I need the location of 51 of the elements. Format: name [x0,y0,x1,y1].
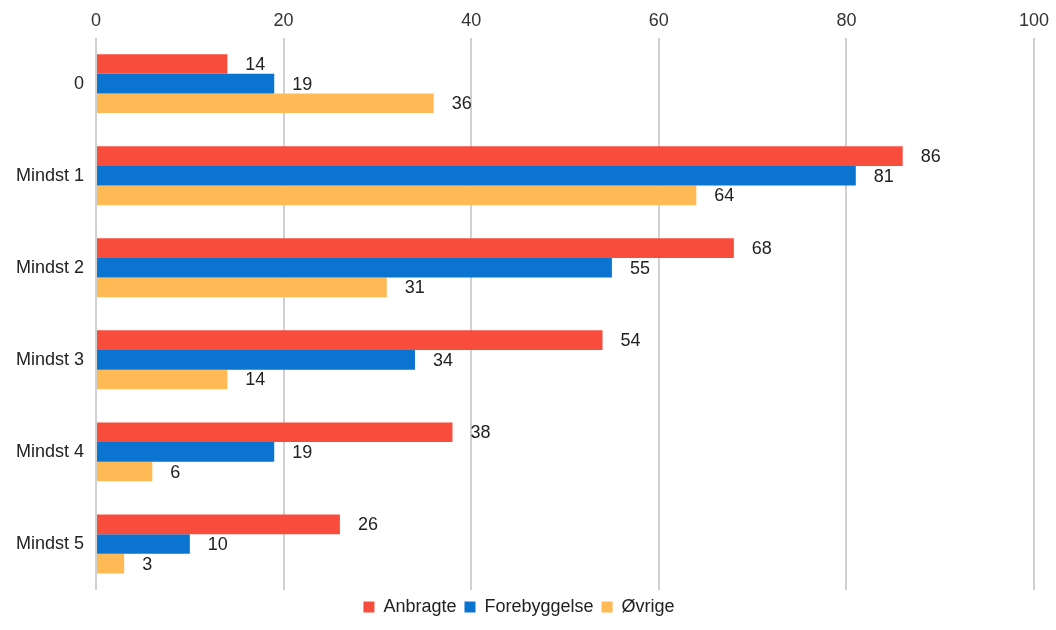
data-label: 31 [404,277,425,298]
x-tick-label: 80 [836,9,857,30]
bar [97,257,612,278]
bar [97,514,340,535]
y-tick-label: Mindst 2 [16,256,85,277]
data-label: 68 [751,238,772,259]
data-label: 10 [207,533,228,554]
data-label: 3 [142,553,153,574]
bar [97,146,903,166]
bar [97,350,415,370]
y-tick-label: 0 [74,72,85,93]
bar [97,534,190,554]
bar [97,73,275,94]
y-tick-label: Mindst 3 [16,348,85,369]
legend-label: Øvrige [621,595,675,616]
data-label: 14 [245,53,266,74]
data-label: 26 [357,514,378,535]
y-tick-label: Mindst 1 [16,164,85,185]
bar [97,277,387,298]
y-tick-label: Mindst 5 [16,532,85,553]
data-label: 86 [920,146,941,167]
x-tick-label: 20 [273,9,294,30]
data-label: 19 [292,73,313,94]
x-tick-label: 100 [1018,9,1050,30]
bar [97,185,697,206]
data-label: 6 [170,461,181,482]
legend-label: Forebyggelse [484,595,594,616]
bar [97,461,153,482]
data-label: 54 [620,330,641,351]
y-tick-label: Mindst 4 [16,440,85,461]
bar [97,165,856,186]
bar [97,93,434,114]
x-tick-label: 0 [91,9,102,30]
bar [97,238,734,258]
data-label: 38 [470,422,491,443]
bar [97,54,228,74]
bar [97,422,453,443]
data-label: 64 [714,185,735,206]
data-label: 34 [432,349,453,370]
legend-label: Anbragte [383,595,457,616]
bar [97,553,125,574]
bar [97,330,603,351]
data-label: 36 [451,93,472,114]
x-tick-label: 40 [461,9,482,30]
data-label: 14 [245,369,266,390]
bar [97,442,275,462]
data-label: 81 [873,165,894,186]
data-label: 19 [292,441,313,462]
x-tick-label: 60 [648,9,669,30]
data-label: 55 [629,257,650,278]
bar [97,369,228,390]
